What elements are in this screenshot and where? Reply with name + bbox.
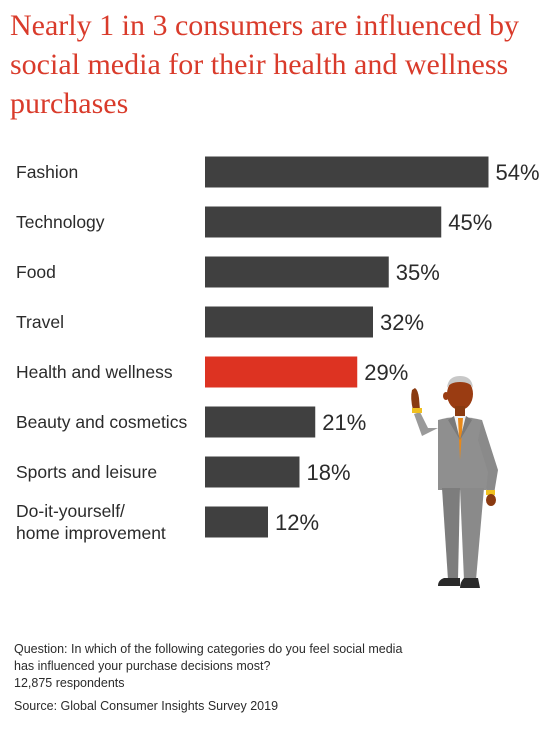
source-note: Source: Global Consumer Insights Survey … (14, 699, 279, 713)
bar-7 (205, 506, 268, 538)
survey-question: Question: In which of the following cate… (14, 642, 403, 656)
bar-5 (205, 406, 316, 438)
value-label-5: 21% (322, 410, 366, 435)
category-label-6: Sports and leisure (16, 462, 157, 482)
respondent-count: 12,875 respondents (14, 676, 125, 690)
value-label-7: 12% (275, 510, 319, 535)
category-label-1: Technology (16, 212, 105, 232)
bar-6 (205, 456, 300, 488)
bar-2 (205, 256, 389, 288)
category-label-4: Health and wellness (16, 362, 173, 382)
bar-3 (205, 306, 373, 338)
value-label-2: 35% (396, 260, 440, 285)
value-label-3: 32% (380, 310, 424, 335)
chart-title: Nearly 1 in 3 consumers are influenced b… (10, 9, 519, 120)
value-label-4: 29% (364, 360, 408, 385)
bar-4 (205, 356, 358, 388)
value-label-0: 54% (496, 160, 540, 185)
category-label-0: Fashion (16, 162, 78, 182)
category-label-5: Beauty and cosmetics (16, 412, 187, 432)
category-label-3: Travel (16, 312, 64, 332)
footnote: Question: In which of the following cate… (14, 641, 534, 715)
bar-0 (205, 156, 489, 188)
businessman-illustration (411, 376, 498, 588)
survey-question-continued: has influenced your purchase decisions m… (14, 659, 271, 673)
category-label-7: Do-it-yourself/home improvement (16, 501, 166, 543)
category-label-2: Food (16, 262, 56, 282)
value-label-6: 18% (307, 460, 351, 485)
bar-chart: Fashion 54% Technology 45% Food 35% Travel 32% H… (16, 156, 540, 543)
value-label-1: 45% (448, 210, 492, 235)
bar-1 (205, 206, 442, 238)
